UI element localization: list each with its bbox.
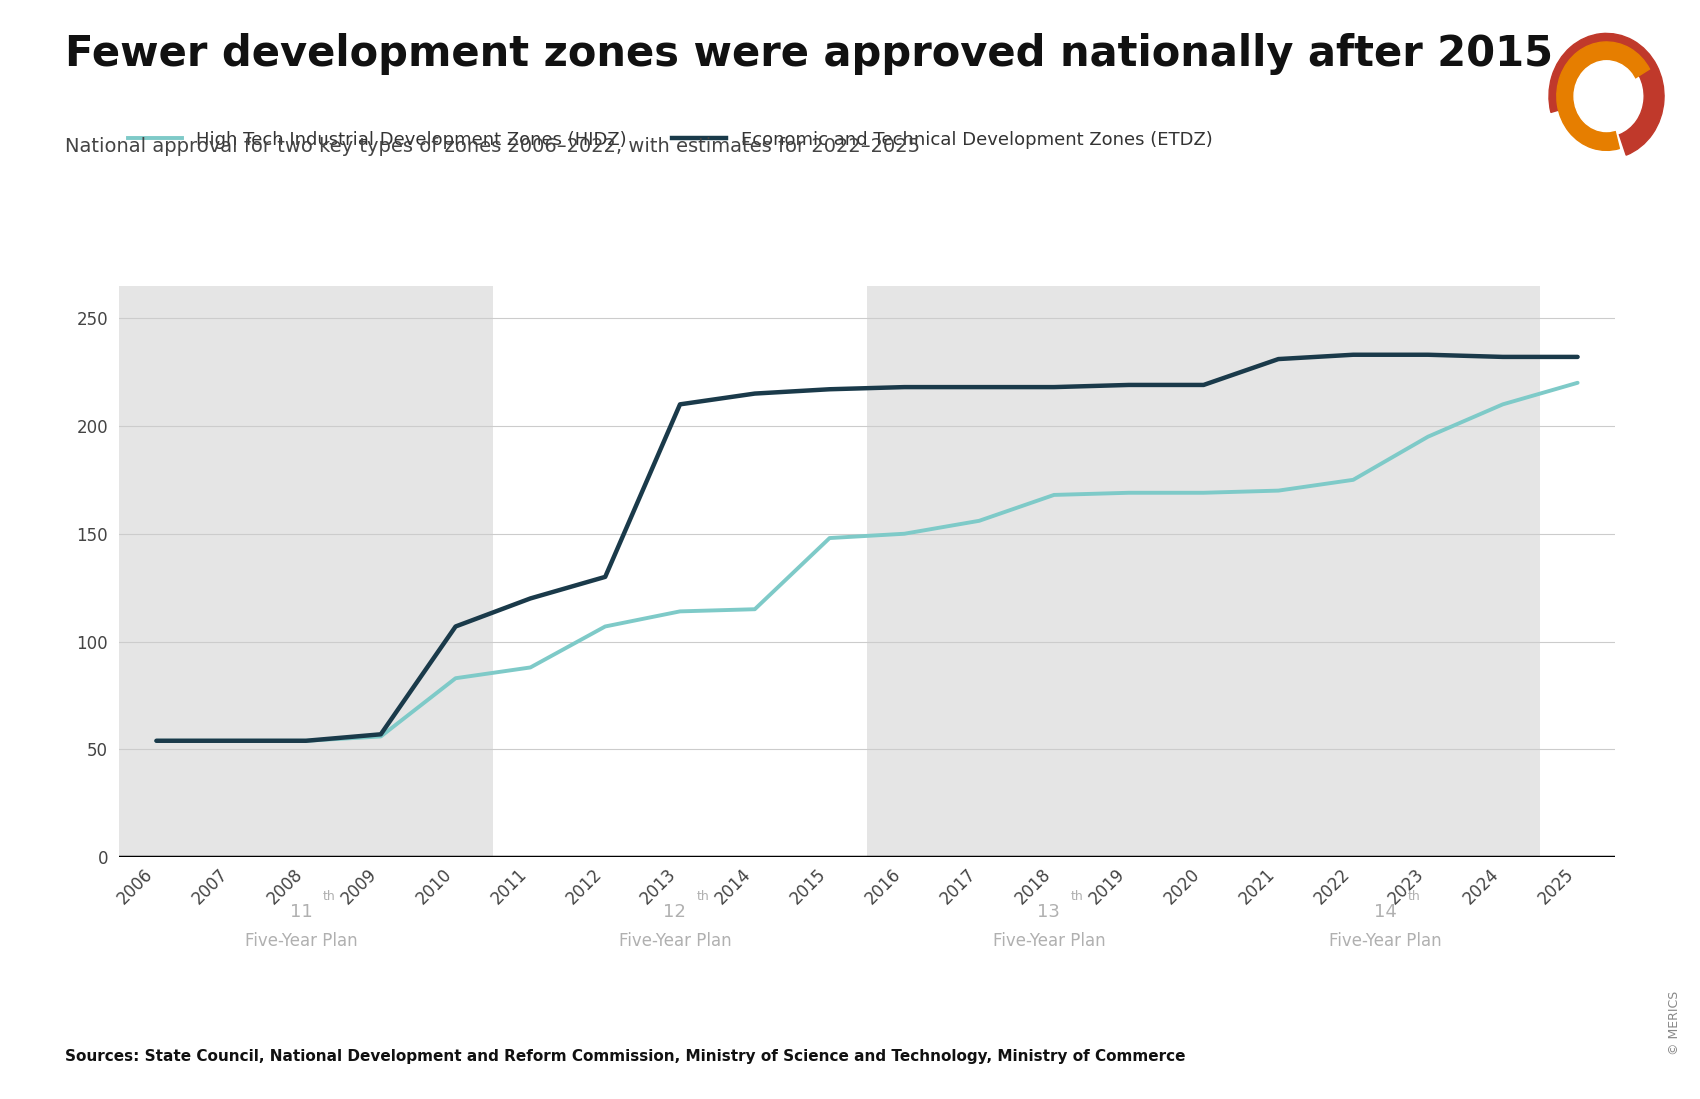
- Text: th: th: [697, 890, 711, 903]
- Text: 12: 12: [663, 903, 687, 921]
- Circle shape: [1596, 86, 1617, 107]
- Text: Fewer development zones were approved nationally after 2015: Fewer development zones were approved na…: [65, 33, 1552, 75]
- Text: 13: 13: [1037, 903, 1061, 921]
- Text: th: th: [1071, 890, 1083, 903]
- Text: Five-Year Plan: Five-Year Plan: [993, 932, 1105, 950]
- Text: Five-Year Plan: Five-Year Plan: [245, 932, 357, 950]
- Text: Five-Year Plan: Five-Year Plan: [1329, 932, 1442, 950]
- Wedge shape: [1557, 42, 1649, 151]
- Text: 11: 11: [289, 903, 313, 921]
- Bar: [119, 286, 493, 857]
- Text: Sources: State Council, National Development and Reform Commission, Ministry of : Sources: State Council, National Develop…: [65, 1048, 1185, 1064]
- Bar: [1241, 286, 1540, 857]
- Text: th: th: [1408, 890, 1420, 903]
- Text: © MERICS: © MERICS: [1668, 991, 1681, 1055]
- Text: Five-Year Plan: Five-Year Plan: [619, 932, 731, 950]
- Text: National approval for two key types of zones 2006–2022, with estimates for 2022–: National approval for two key types of z…: [65, 137, 920, 156]
- Circle shape: [1574, 60, 1639, 132]
- Text: 14: 14: [1374, 903, 1397, 921]
- Bar: [867, 286, 1241, 857]
- Wedge shape: [1549, 33, 1664, 155]
- Legend: High Tech Industrial Development Zones (HIDZ), Economic and Technical Developmen: High Tech Industrial Development Zones (…: [121, 123, 1219, 156]
- Text: th: th: [323, 890, 335, 903]
